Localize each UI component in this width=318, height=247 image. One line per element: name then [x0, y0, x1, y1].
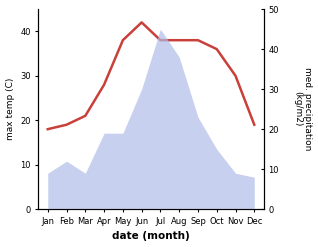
- X-axis label: date (month): date (month): [112, 231, 190, 242]
- Y-axis label: max temp (C): max temp (C): [5, 78, 15, 140]
- Y-axis label: med. precipitation
(kg/m2): med. precipitation (kg/m2): [293, 67, 313, 151]
